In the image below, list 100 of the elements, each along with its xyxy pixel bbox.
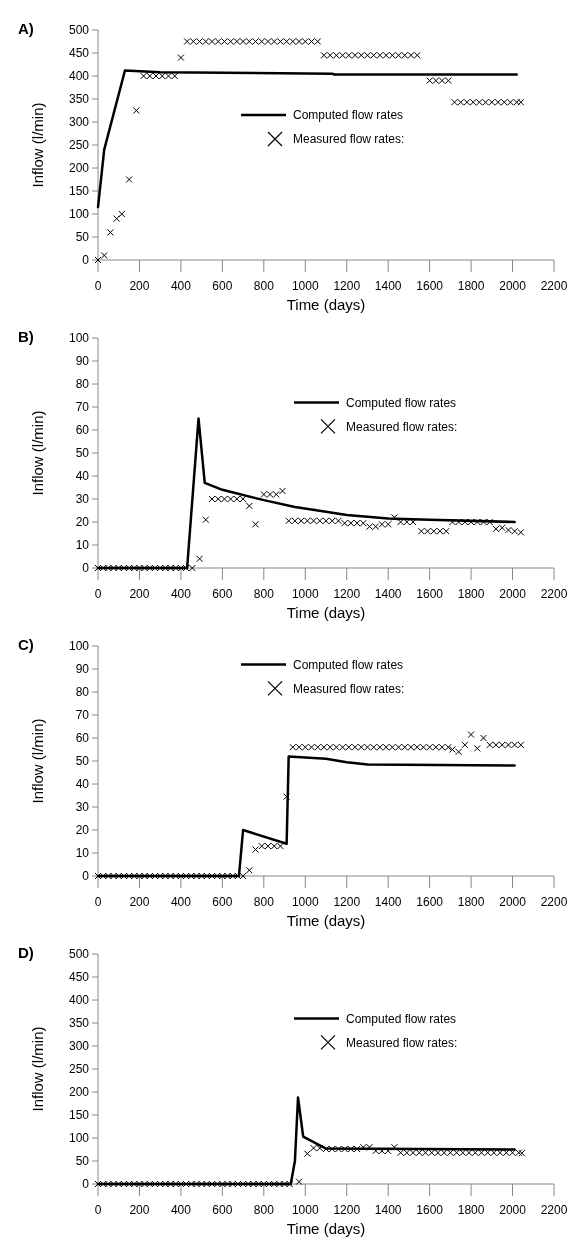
y-tick-label: 100: [68, 207, 90, 222]
x-tick-label: 0: [94, 895, 102, 909]
y-tick-label: 10: [75, 846, 90, 861]
x-tick-label: 2000: [499, 895, 527, 909]
y-tick-label: 350: [68, 92, 90, 107]
y-tick-label: 50: [75, 446, 90, 461]
y-tick-label: 450: [68, 46, 90, 61]
x-axis-title: Time (days): [286, 1220, 366, 1237]
y-tick-label: 90: [75, 662, 90, 677]
y-tick-label: 40: [75, 469, 90, 484]
x-tick-label: 800: [253, 1203, 275, 1217]
y-tick-label: 150: [68, 1108, 90, 1123]
y-tick-label: 70: [75, 400, 90, 415]
y-tick-label: 50: [75, 754, 90, 769]
x-tick-label: 1000: [291, 279, 319, 293]
legend-label: Measured flow rates:: [293, 132, 405, 147]
x-tick-label: 800: [253, 587, 275, 601]
x-tick-label: 1600: [416, 895, 444, 909]
legend-label: Computed flow rates: [346, 1011, 457, 1026]
x-tick-label: 1200: [333, 895, 361, 909]
x-tick-label: 400: [170, 279, 192, 293]
x-axis-title: Time (days): [286, 296, 366, 313]
y-tick-label: 20: [75, 823, 90, 838]
chart-title: D): [18, 944, 34, 961]
y-tick-label: 0: [82, 561, 90, 576]
x-tick-label: 0: [94, 1203, 102, 1217]
x-tick-label: 1200: [333, 587, 361, 601]
line-series: [96, 69, 518, 209]
legend-label: Computed flow rates: [293, 108, 404, 123]
y-tick-label: 30: [75, 492, 90, 507]
legend-label: Measured flow rates:: [346, 1035, 458, 1050]
x-tick-label: 1400: [374, 587, 402, 601]
y-tick-label: 50: [75, 1154, 90, 1169]
y-tick-label: 200: [68, 161, 90, 176]
y-tick-label: 50: [75, 230, 90, 245]
y-tick-label: 0: [82, 869, 90, 884]
y-axis-title: Inflow (l/min): [29, 102, 46, 188]
x-tick-label: 2000: [499, 587, 527, 601]
x-tick-label: 2000: [499, 1203, 527, 1217]
x-tick-label: 400: [170, 895, 192, 909]
x-tick-label: 200: [129, 895, 150, 909]
x-axis-title: Time (days): [286, 604, 366, 621]
y-tick-label: 300: [68, 115, 90, 130]
line-series: [96, 755, 516, 878]
x-tick-label: 1600: [416, 1203, 444, 1217]
x-tick-label: 200: [129, 279, 150, 293]
y-tick-label: 350: [68, 1016, 90, 1031]
x-tick-label: 0: [94, 587, 102, 601]
x-tick-label: 1000: [291, 587, 319, 601]
line-series: [96, 417, 516, 570]
x-tick-label: 0: [94, 279, 102, 293]
y-tick-label: 250: [68, 1062, 90, 1077]
x-tick-label: 200: [129, 1203, 150, 1217]
y-tick-label: 20: [75, 515, 90, 530]
y-tick-label: 80: [75, 685, 90, 700]
x-tick-label: 1800: [457, 279, 485, 293]
x-tick-label: 800: [253, 895, 275, 909]
legend-label: Computed flow rates: [293, 657, 404, 672]
y-tick-label: 80: [75, 377, 90, 392]
chart-title: B): [18, 328, 34, 345]
x-tick-label: 1200: [333, 279, 361, 293]
x-tick-label: 600: [212, 1203, 233, 1217]
chart-title: C): [18, 636, 34, 653]
y-tick-label: 250: [68, 138, 90, 153]
y-tick-label: 60: [75, 731, 90, 746]
x-axis-title: Time (days): [286, 912, 366, 929]
y-axis-title: Inflow (l/min): [29, 718, 46, 804]
y-tick-label: 70: [75, 708, 90, 723]
y-tick-label: 90: [75, 354, 90, 369]
y-tick-label: 0: [82, 1177, 90, 1192]
y-tick-label: 300: [68, 1039, 90, 1054]
x-tick-label: 1400: [374, 895, 402, 909]
y-axis-title: Inflow (l/min): [29, 410, 46, 496]
y-tick-label: 40: [75, 777, 90, 792]
legend-label: Measured flow rates:: [346, 419, 458, 434]
x-tick-label: 800: [253, 279, 275, 293]
chart-title: A): [18, 20, 34, 37]
x-tick-label: 2200: [540, 895, 568, 909]
y-tick-label: 30: [75, 800, 90, 815]
y-tick-label: 10: [75, 538, 90, 553]
x-tick-label: 1400: [374, 1203, 402, 1217]
y-tick-label: 400: [68, 993, 90, 1008]
x-tick-label: 1000: [291, 895, 319, 909]
x-tick-label: 1400: [374, 279, 402, 293]
y-tick-label: 500: [68, 23, 90, 38]
y-tick-label: 200: [68, 1085, 90, 1100]
x-tick-label: 1800: [457, 1203, 485, 1217]
x-tick-label: 600: [212, 279, 233, 293]
x-tick-label: 1000: [291, 1203, 319, 1217]
x-tick-label: 200: [129, 587, 150, 601]
x-tick-label: 1600: [416, 587, 444, 601]
x-tick-label: 400: [170, 587, 192, 601]
legend-label: Measured flow rates:: [293, 681, 405, 696]
y-tick-label: 100: [68, 331, 90, 346]
y-tick-label: 450: [68, 970, 90, 985]
x-tick-label: 2200: [540, 1203, 568, 1217]
x-tick-label: 2000: [499, 279, 527, 293]
x-tick-label: 1600: [416, 279, 444, 293]
x-tick-label: 1200: [333, 1203, 361, 1217]
y-tick-label: 100: [68, 1131, 90, 1146]
